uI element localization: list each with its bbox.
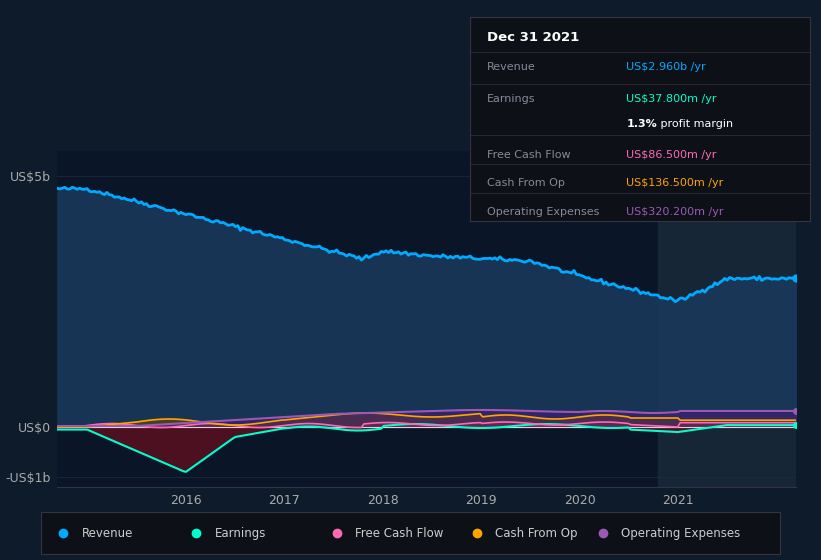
Text: Free Cash Flow: Free Cash Flow (355, 527, 443, 540)
Text: profit margin: profit margin (657, 119, 733, 129)
Text: Dec 31 2021: Dec 31 2021 (487, 31, 579, 44)
Text: US$136.500m /yr: US$136.500m /yr (626, 178, 723, 188)
Text: US$37.800m /yr: US$37.800m /yr (626, 95, 717, 105)
Bar (658, 151, 796, 487)
Text: Cash From Op: Cash From Op (496, 527, 578, 540)
Text: US$320.200m /yr: US$320.200m /yr (626, 207, 724, 217)
Text: Revenue: Revenue (487, 62, 535, 72)
Text: Earnings: Earnings (487, 95, 535, 105)
Text: Revenue: Revenue (82, 527, 133, 540)
Text: Free Cash Flow: Free Cash Flow (487, 150, 571, 160)
Text: Earnings: Earnings (215, 527, 266, 540)
Text: US$86.500m /yr: US$86.500m /yr (626, 150, 717, 160)
Text: US$2.960b /yr: US$2.960b /yr (626, 62, 706, 72)
Text: Operating Expenses: Operating Expenses (487, 207, 599, 217)
Text: Operating Expenses: Operating Expenses (621, 527, 741, 540)
Text: Cash From Op: Cash From Op (487, 178, 565, 188)
Text: 1.3%: 1.3% (626, 119, 657, 129)
